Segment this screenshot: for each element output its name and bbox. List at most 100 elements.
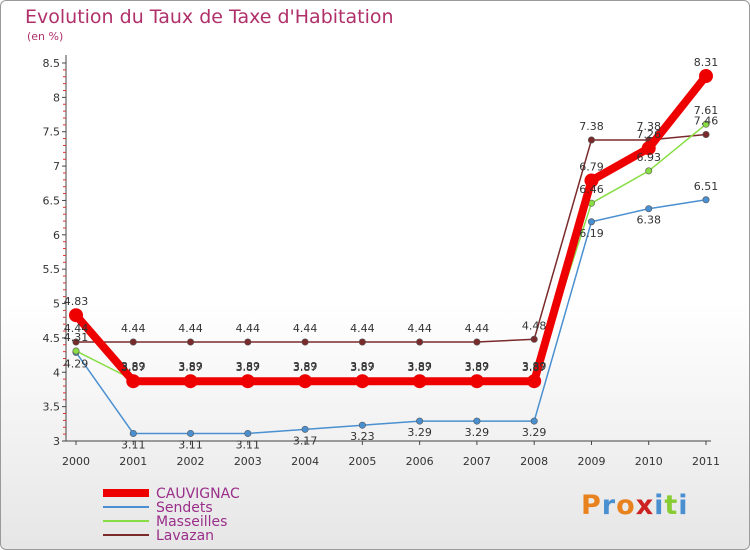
data-label: 7.26	[636, 128, 661, 141]
data-label: 3.29	[522, 426, 547, 439]
x-tick-label: 2001	[119, 455, 147, 468]
data-label: 3.89	[407, 360, 432, 373]
data-point	[301, 338, 309, 346]
data-label: 3.87	[121, 361, 146, 374]
data-point	[473, 417, 481, 425]
y-tick-label: 6	[53, 229, 60, 242]
data-point	[358, 338, 366, 346]
series-masseilles	[72, 120, 710, 384]
proxiti-logo: Proxiti	[581, 490, 689, 521]
series-line	[72, 72, 710, 386]
legend-label: Sendets	[156, 500, 213, 516]
data-label: 3.89	[350, 360, 375, 373]
data-label: 4.44	[178, 322, 203, 335]
data-label: 4.44	[293, 322, 318, 335]
logo-letter: t	[664, 490, 679, 521]
data-label: 6.93	[636, 151, 661, 164]
logo-letter: i	[678, 490, 689, 521]
data-point	[129, 338, 137, 346]
data-point	[416, 338, 424, 346]
data-point	[584, 173, 599, 188]
logo-letter: o	[616, 490, 636, 521]
data-point	[473, 338, 481, 346]
data-label: 6.19	[579, 227, 604, 240]
x-tick-label: 2007	[463, 455, 491, 468]
data-label: 3.11	[178, 438, 203, 451]
data-point	[187, 429, 195, 437]
y-tick-label: 4	[53, 366, 60, 379]
data-label: 4.44	[465, 322, 490, 335]
chart-title: Evolution du Taux de Taxe d'Habitation	[25, 6, 394, 28]
data-label: 3.29	[407, 426, 432, 439]
data-label: 3.89	[522, 360, 547, 373]
y-tick-label: 3.5	[43, 401, 61, 414]
data-point	[530, 335, 538, 343]
data-point	[183, 374, 198, 389]
data-label: 4.44	[236, 322, 261, 335]
data-label: 3.87	[293, 361, 318, 374]
data-point	[469, 374, 484, 389]
data-label: 3.17	[293, 434, 318, 447]
x-tick-label: 2008	[520, 455, 548, 468]
data-point	[416, 417, 424, 425]
data-label: 3.89	[236, 360, 261, 373]
data-point	[587, 218, 595, 226]
data-label: 6.38	[636, 214, 661, 227]
data-point	[126, 374, 141, 389]
data-point	[702, 130, 710, 138]
x-tick-label: 2010	[635, 455, 663, 468]
x-tick-label: 2005	[348, 455, 376, 468]
data-point	[69, 308, 83, 323]
data-point	[355, 374, 370, 389]
data-label: 6.79	[579, 161, 604, 174]
data-point	[244, 338, 252, 346]
data-label: 3.29	[465, 426, 490, 439]
data-label: 4.44	[64, 322, 89, 335]
data-point	[412, 374, 427, 389]
logo-letter: x	[635, 490, 655, 521]
x-tick-label: 2009	[577, 455, 605, 468]
data-label: 3.89	[293, 360, 318, 373]
data-label: 8.31	[694, 56, 719, 69]
data-point	[358, 421, 366, 429]
data-point	[530, 417, 538, 425]
data-label: 3.89	[178, 360, 203, 373]
data-label: 6.46	[579, 183, 604, 196]
data-point	[129, 429, 137, 437]
data-label: 4.44	[121, 322, 146, 335]
data-label: 7.38	[636, 120, 661, 133]
data-point	[699, 69, 713, 84]
y-tick-label: 7.5	[43, 126, 61, 139]
y-tick-label: 8	[53, 91, 60, 104]
legend-label: CAUVIGNAC	[156, 486, 240, 502]
data-label: 7.61	[694, 104, 719, 117]
chart-subtitle: (en %)	[27, 30, 64, 43]
y-tick-label: 7	[53, 160, 60, 173]
data-label: 4.31	[64, 331, 89, 344]
y-tick-label: 8.5	[43, 57, 61, 70]
data-point	[527, 374, 542, 389]
data-label: 4.44	[350, 322, 375, 335]
data-label: 3.87	[522, 361, 547, 374]
data-label: 3.87	[465, 361, 490, 374]
legend-label: Masseilles	[156, 514, 227, 530]
data-label: 4.83	[64, 295, 89, 308]
x-tick-label: 2000	[62, 455, 90, 468]
series-line	[75, 133, 707, 343]
data-label: 3.87	[407, 361, 432, 374]
logo-letter: i	[654, 490, 665, 521]
data-point	[298, 374, 313, 389]
data-point	[702, 196, 710, 204]
data-label: 3.11	[236, 438, 261, 451]
y-tick-label: 5	[53, 298, 60, 311]
data-point	[244, 429, 252, 437]
logo-letter: r	[601, 490, 617, 521]
series-line	[75, 199, 707, 435]
data-point	[641, 141, 656, 156]
series-cauvignac	[69, 69, 713, 389]
data-point	[645, 167, 653, 175]
x-tick-label: 2003	[234, 455, 262, 468]
x-tick-label: 2002	[177, 455, 205, 468]
data-point	[702, 120, 710, 128]
